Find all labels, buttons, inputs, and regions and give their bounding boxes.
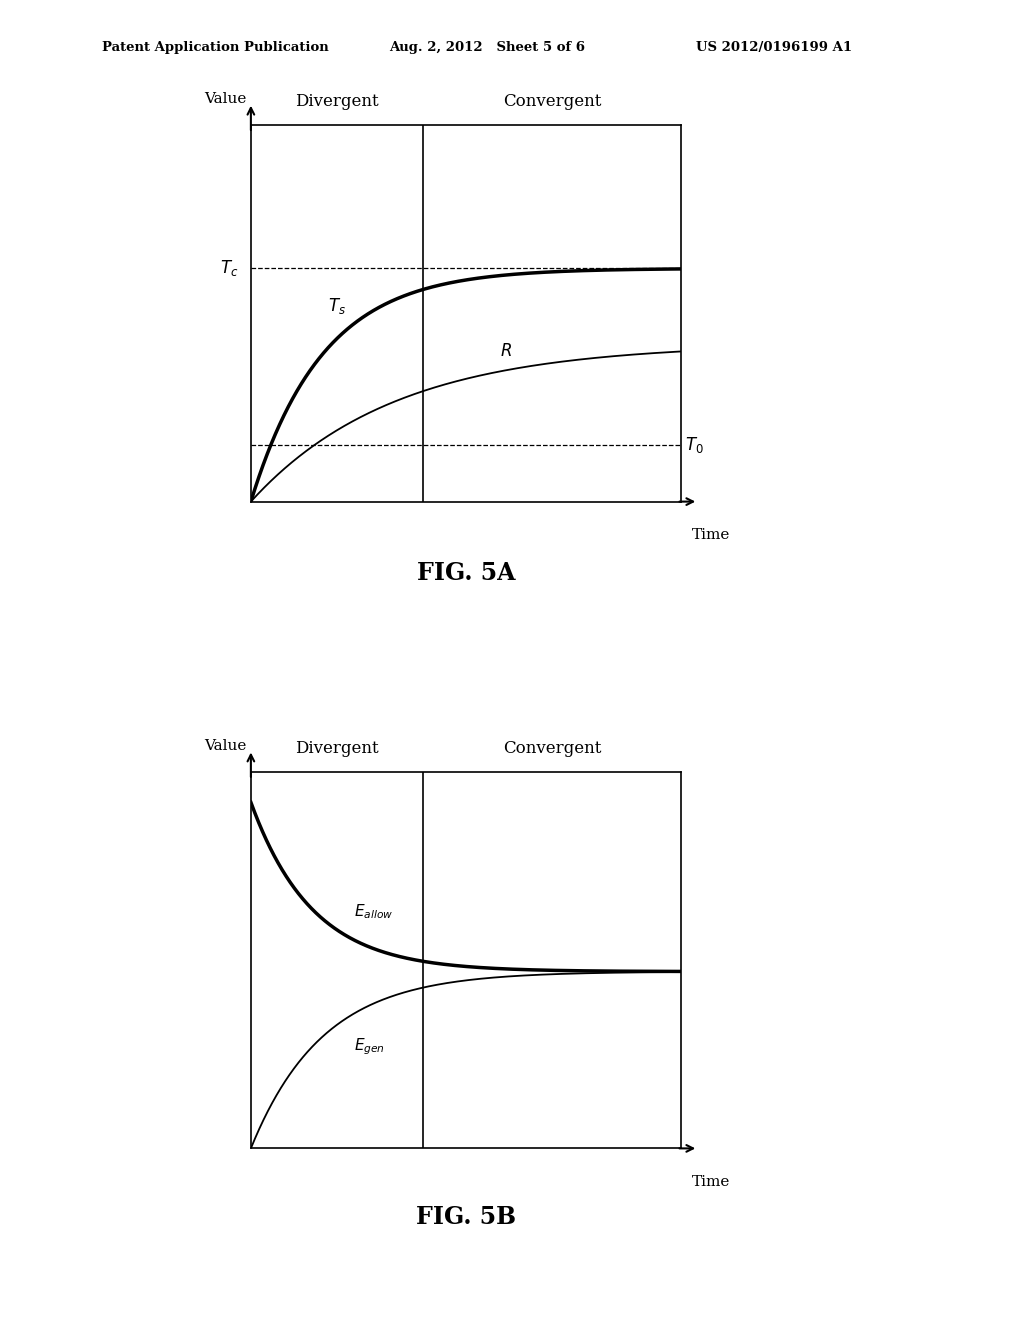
Text: US 2012/0196199 A1: US 2012/0196199 A1 xyxy=(696,41,852,54)
Text: $T_c$: $T_c$ xyxy=(219,259,238,279)
Text: Time: Time xyxy=(692,1175,730,1189)
Text: Time: Time xyxy=(692,528,730,543)
Text: Value: Value xyxy=(204,739,247,752)
Text: $E_{gen}$: $E_{gen}$ xyxy=(354,1036,385,1057)
Text: $T_s$: $T_s$ xyxy=(329,296,346,315)
Text: Convergent: Convergent xyxy=(503,94,601,111)
Text: Divergent: Divergent xyxy=(295,94,379,111)
Text: $R$: $R$ xyxy=(501,343,512,359)
Text: Patent Application Publication: Patent Application Publication xyxy=(102,41,329,54)
Text: $E_{allow}$: $E_{allow}$ xyxy=(354,902,393,921)
Text: Value: Value xyxy=(204,92,247,106)
Text: FIG. 5A: FIG. 5A xyxy=(417,561,515,585)
Text: Divergent: Divergent xyxy=(295,741,379,758)
Text: Convergent: Convergent xyxy=(503,741,601,758)
Text: FIG. 5B: FIG. 5B xyxy=(416,1205,516,1229)
Text: Aug. 2, 2012   Sheet 5 of 6: Aug. 2, 2012 Sheet 5 of 6 xyxy=(389,41,585,54)
Text: $T_0$: $T_0$ xyxy=(685,436,705,455)
